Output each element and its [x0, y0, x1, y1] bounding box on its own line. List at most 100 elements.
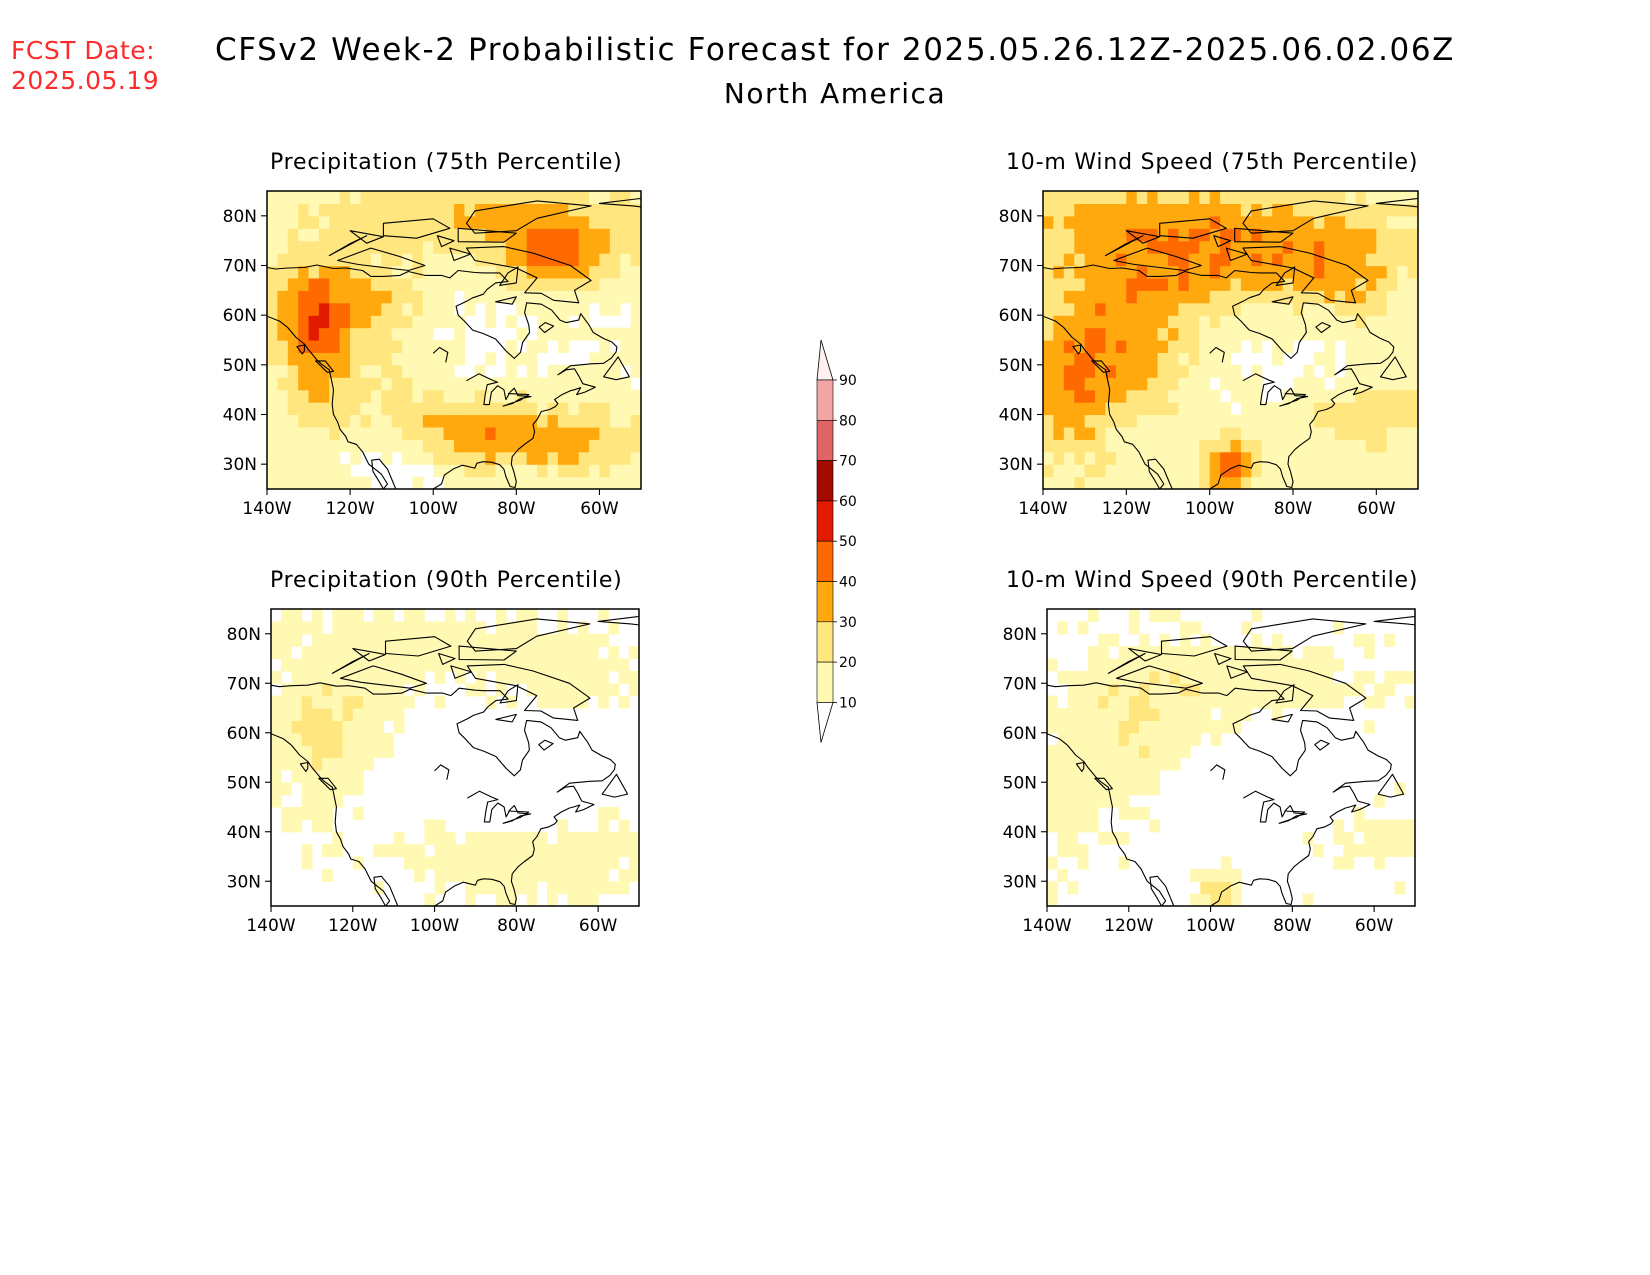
lat-tick-label: 80N: [223, 207, 257, 227]
island-outline: [538, 322, 555, 334]
island-outline: [349, 230, 384, 244]
lon-tick-label: 80W: [497, 499, 536, 519]
island-outline: [1094, 777, 1113, 791]
lon-tick-label: 140W: [246, 916, 295, 936]
island-outline: [1115, 665, 1203, 689]
island-outline: [465, 200, 592, 234]
island-outline: [1379, 356, 1407, 381]
island-outline: [1275, 266, 1296, 286]
shaded-field-0: [267, 191, 641, 489]
island-outline: [1128, 648, 1163, 662]
colorbar-level-label: 80: [839, 413, 857, 429]
island-outline: [382, 218, 451, 239]
lat-tick-label: 80N: [1003, 625, 1037, 645]
island-outline: [499, 266, 519, 286]
island-outline: [1271, 713, 1293, 723]
island-outline: [1160, 636, 1228, 657]
lon-tick-label: 120W: [1104, 916, 1153, 936]
lon-tick-label: 60W: [1357, 499, 1396, 519]
lat-tick-label: 70N: [223, 257, 257, 277]
lat-tick-label: 50N: [1003, 773, 1037, 793]
lon-tick-label: 100W: [410, 916, 459, 936]
island-outline: [339, 665, 427, 689]
lon-tick-label: 60W: [580, 499, 619, 519]
island-outline: [315, 360, 335, 373]
island-outline: [1075, 761, 1085, 772]
colorbar-level-label: 30: [839, 615, 857, 631]
island-outline: [337, 247, 426, 272]
region-subtitle: North America: [723, 77, 947, 110]
lat-tick-label: 60N: [223, 306, 257, 326]
island-outline: [1375, 197, 1418, 208]
shaded-field-3: [1047, 609, 1415, 906]
island-outline: [1091, 360, 1111, 373]
panel-title-precip-90: Precipitation (90th Percentile): [270, 568, 623, 593]
island-outline: [1225, 247, 1248, 262]
colorbar-swatch: [816, 540, 834, 582]
island-outline: [318, 777, 337, 791]
island-outline: [1125, 230, 1161, 244]
island-outline: [465, 246, 592, 304]
colorbar-level-label: 90: [839, 373, 857, 389]
colorbar-level-label: 50: [839, 534, 857, 550]
island-outline: [1377, 773, 1405, 798]
colorbar-swatch: [816, 460, 834, 502]
colorbar-level-label: 70: [839, 454, 857, 470]
map-frame: [1046, 608, 1416, 907]
island-outline: [331, 652, 370, 674]
colorbar-swatch: [816, 621, 834, 663]
lon-tick-label: 60W: [579, 916, 618, 936]
colorbar-level-label: 40: [839, 575, 857, 591]
island-outline: [495, 713, 517, 723]
forecast-date-block: FCST Date: 2025.05.19: [11, 36, 159, 96]
island-outline: [1314, 739, 1330, 751]
island-outline: [1242, 663, 1367, 721]
lat-tick-label: 50N: [999, 356, 1033, 376]
island-outline: [603, 356, 630, 381]
island-outline: [438, 652, 456, 665]
colorbar-swatch: [816, 581, 834, 623]
island-outline: [597, 615, 639, 626]
coastline: [267, 264, 618, 489]
lat-tick-label: 60N: [999, 306, 1033, 326]
island-outline: [466, 618, 591, 652]
island-outline: [449, 247, 472, 262]
lat-tick-label: 60N: [1003, 724, 1037, 744]
lat-tick-label: 40N: [223, 406, 257, 426]
island-outline: [495, 296, 517, 305]
island-outline: [1242, 200, 1369, 234]
panel-title-precip-75: Precipitation (75th Percentile): [270, 150, 623, 175]
lake-outline: [432, 346, 449, 363]
colorbar-top-triangle: [816, 339, 834, 381]
island-outline: [1226, 665, 1248, 679]
colorbar-swatch: [816, 500, 834, 542]
island-outline: [384, 636, 452, 657]
lat-tick-label: 50N: [227, 773, 261, 793]
island-outline: [1107, 652, 1146, 674]
colorbar-level-label: 10: [839, 695, 857, 711]
island-outline: [1214, 652, 1232, 665]
lake-outline: [1209, 346, 1225, 363]
island-outline: [1373, 615, 1415, 626]
lon-tick-label: 80W: [1273, 916, 1312, 936]
coastline: [1047, 682, 1392, 906]
map-frame: [1042, 190, 1419, 490]
island-outline: [1275, 684, 1295, 704]
colorbar-level-label: 20: [839, 655, 857, 671]
island-outline: [1315, 322, 1332, 334]
island-outline: [436, 235, 455, 248]
lon-tick-label: 140W: [1022, 916, 1071, 936]
lat-tick-label: 30N: [223, 455, 257, 475]
shaded-field-1: [1043, 191, 1418, 489]
lat-tick-label: 70N: [999, 257, 1033, 277]
colorbar-swatch: [816, 379, 834, 421]
island-outline: [1104, 235, 1144, 257]
island-outline: [457, 227, 517, 243]
island-outline: [1072, 344, 1082, 355]
lake-outline: [1210, 764, 1226, 780]
island-outline: [499, 684, 519, 704]
lat-tick-label: 30N: [227, 872, 261, 892]
island-outline: [328, 235, 368, 257]
lat-tick-label: 30N: [999, 455, 1033, 475]
lat-tick-label: 70N: [1003, 674, 1037, 694]
